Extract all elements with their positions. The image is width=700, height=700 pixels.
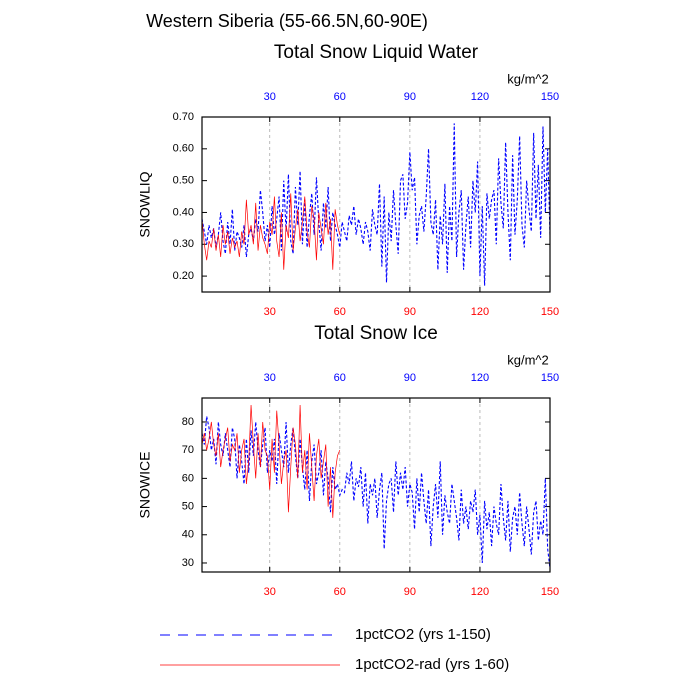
x-tick-label: 90 — [404, 306, 416, 318]
y-tick-label: 80 — [182, 416, 194, 428]
series-line — [202, 193, 341, 270]
panel-title: Total Snow Ice — [314, 323, 438, 344]
y-tick-label: 0.30 — [173, 238, 194, 250]
y-tick-label: 60 — [182, 472, 194, 484]
x2-tick-label: 150 — [541, 91, 559, 103]
super-title: Western Siberia (55-66.5N,60-90E) — [146, 11, 428, 31]
y-axis-label: SNOWICE — [137, 452, 153, 519]
x-tick-label: 30 — [264, 306, 276, 318]
y-tick-label: 40 — [182, 529, 194, 541]
x2-tick-label: 60 — [334, 372, 346, 384]
x2-tick-label: 150 — [541, 372, 559, 384]
y-tick-label: 30 — [182, 557, 194, 569]
plot-frame — [201, 116, 551, 293]
x2-unit-label: kg/m^2 — [507, 71, 549, 86]
series-line — [202, 416, 550, 569]
plot-frame — [201, 397, 551, 573]
y-tick-label: 0.40 — [173, 206, 194, 218]
x2-tick-label: 90 — [404, 91, 416, 103]
y-tick-label: 0.70 — [173, 111, 194, 123]
panel-title: Total Snow Liquid Water — [274, 42, 479, 63]
x2-tick-label: 30 — [264, 372, 276, 384]
x-tick-label: 60 — [334, 586, 346, 598]
x-tick-label: 150 — [541, 306, 559, 318]
series-line — [202, 405, 341, 518]
y-tick-label: 70 — [182, 444, 194, 456]
y-tick-label: 50 — [182, 500, 194, 512]
legend-label: 1pctCO2 (yrs 1-150) — [355, 626, 491, 643]
x-tick-label: 90 — [404, 586, 416, 598]
x-tick-label: 60 — [334, 306, 346, 318]
x-tick-label: 150 — [541, 586, 559, 598]
x2-tick-label: 30 — [264, 91, 276, 103]
y-axis-label: SNOWLIQ — [137, 171, 153, 237]
x-tick-label: 120 — [471, 306, 489, 318]
y-tick-label: 0.60 — [173, 143, 194, 155]
x2-tick-label: 60 — [334, 91, 346, 103]
legend-label: 1pctCO2-rad (yrs 1-60) — [355, 656, 509, 673]
x2-unit-label: kg/m^2 — [507, 352, 549, 367]
y-tick-label: 0.20 — [173, 270, 194, 282]
x-tick-label: 30 — [264, 586, 276, 598]
x-tick-label: 120 — [471, 586, 489, 598]
x2-tick-label: 120 — [471, 372, 489, 384]
x2-tick-label: 90 — [404, 372, 416, 384]
y-tick-label: 0.50 — [173, 175, 194, 187]
series-line — [202, 123, 550, 286]
x2-tick-label: 120 — [471, 91, 489, 103]
